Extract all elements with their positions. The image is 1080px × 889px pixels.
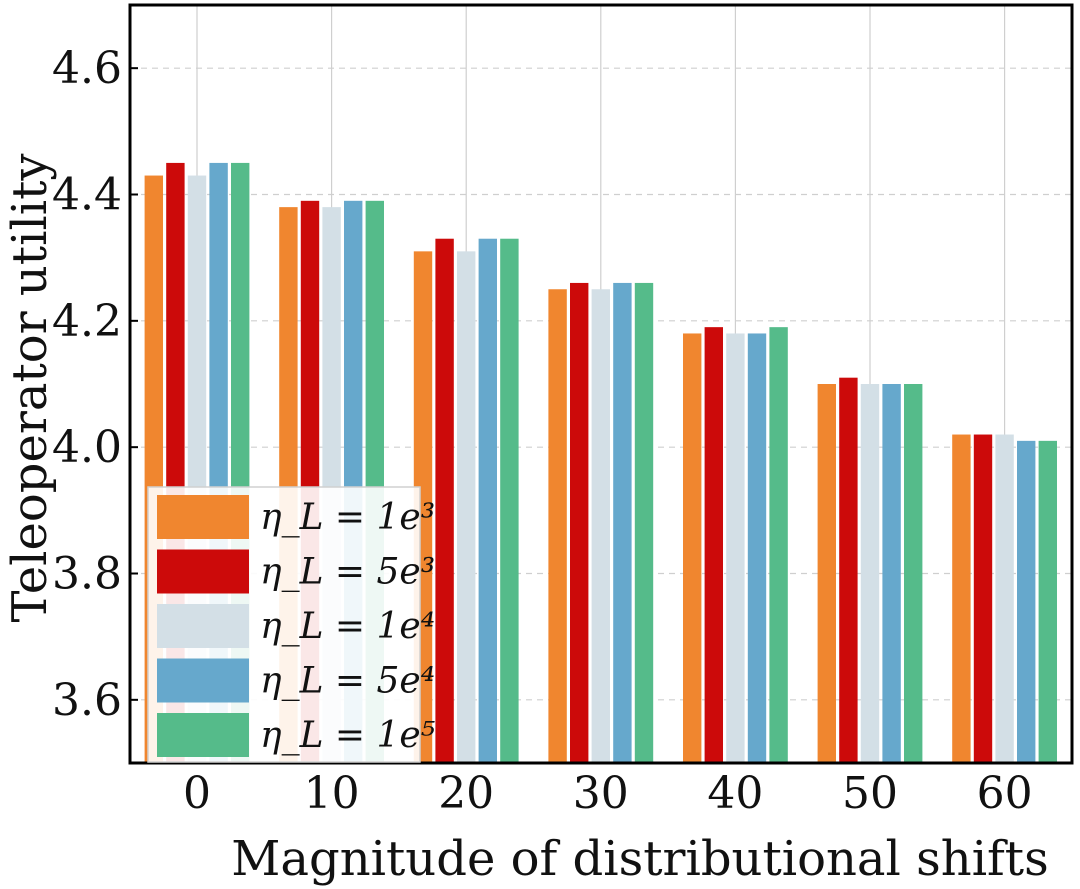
bar [726, 333, 745, 763]
legend-label: η_L = 1e³ [260, 497, 435, 538]
bar [435, 238, 454, 763]
x-tick-label: 30 [573, 768, 629, 819]
legend-swatch [157, 549, 249, 594]
bar [500, 238, 519, 763]
legend-label: η_L = 1e⁵ [260, 715, 435, 756]
x-tick-label: 50 [842, 768, 898, 819]
legend-label: η_L = 1e⁴ [260, 606, 435, 647]
legend-swatch [157, 713, 249, 757]
bar [634, 282, 654, 763]
y-tick-label: 4.0 [52, 422, 122, 473]
bar [613, 282, 632, 763]
bar [882, 384, 901, 763]
x-tick-label: 10 [304, 768, 360, 819]
bar [952, 434, 971, 763]
x-tick-label: 40 [707, 768, 763, 819]
bar [570, 282, 589, 763]
legend-swatch [157, 658, 249, 703]
x-tick-label: 20 [438, 768, 494, 819]
bar [995, 434, 1014, 763]
x-axis-label: Magnitude of distributional shifts [231, 831, 1048, 887]
bar [1038, 440, 1057, 763]
y-tick-label: 3.8 [52, 549, 122, 600]
axis-ticks: 3.6 3.8 4.0 4.2 4.4 4.6 0 10 20 30 40 50 60 [52, 43, 1033, 819]
bar [591, 289, 610, 763]
legend-label: η_L = 5e⁴ [260, 661, 435, 702]
bar [973, 434, 993, 763]
bar [478, 238, 497, 763]
bar [769, 327, 788, 763]
y-tick-label: 4.2 [52, 296, 122, 347]
bar [839, 377, 858, 763]
y-tick-label: 4.4 [52, 170, 122, 221]
x-tick-label: 0 [183, 768, 211, 819]
bar [860, 384, 880, 763]
bar [548, 289, 567, 763]
bar [704, 327, 723, 763]
y-tick-label: 3.6 [52, 675, 122, 726]
bar [904, 384, 923, 763]
x-tick-label: 60 [977, 768, 1033, 819]
bar [1017, 440, 1036, 763]
bar [457, 251, 476, 763]
bar [747, 333, 767, 763]
bar [817, 384, 836, 763]
legend-label: η_L = 5e³ [260, 552, 435, 593]
y-tick-label: 4.6 [52, 43, 122, 94]
legend: η_L = 1e³ η_L = 5e³ η_L = 1e⁴ η_L = 5e⁴ η_L … [147, 486, 435, 763]
legend-swatch [157, 604, 249, 648]
y-axis-label: Teleoperator utility [2, 153, 58, 622]
plot-frame [128, 3, 1074, 765]
legend-swatch [157, 495, 249, 539]
bar [683, 333, 702, 763]
